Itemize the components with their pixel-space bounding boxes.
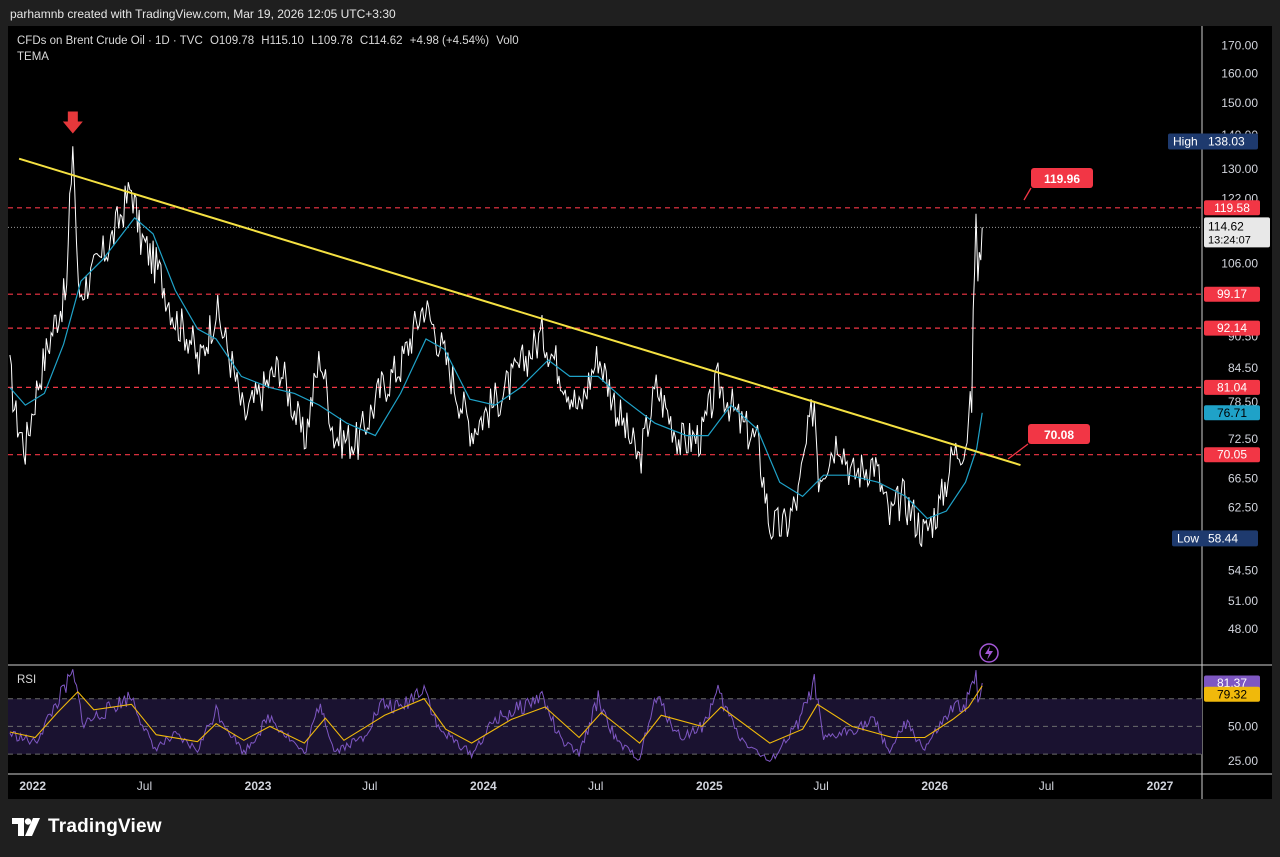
high-tag-bg (1168, 133, 1258, 150)
high-label: High (1173, 135, 1198, 149)
x-tick-label: Jul (362, 779, 377, 793)
legend-symbol[interactable]: CFDs on Brent Crude Oil · 1D · TVC (17, 35, 203, 47)
last-price-value: 114.62 (1208, 219, 1244, 233)
y-tick-label: 51.00 (1228, 594, 1258, 608)
x-tick-label: Jul (813, 779, 828, 793)
legend-indicator[interactable]: TEMA (17, 51, 49, 63)
x-tick-label: 2025 (696, 779, 723, 793)
level-tag-5: 70.05 (1217, 448, 1247, 462)
last-price-tag-bg (1204, 217, 1270, 248)
y-tick-label: 66.50 (1228, 472, 1258, 486)
legend-high: H115.10 (261, 35, 304, 47)
low-tag-bg (1172, 530, 1258, 547)
x-tick-label: 2027 (1147, 779, 1174, 793)
rsi-tick-label: 50.00 (1228, 719, 1258, 733)
level-tag-1: 119.58 (1214, 201, 1250, 215)
callout-low-pointer (1007, 443, 1029, 460)
legend-low: L109.78 (311, 35, 353, 47)
x-tick-label: 2024 (470, 779, 497, 793)
legend-open: O109.78 (209, 35, 255, 47)
rsi-value-tag-bg (1204, 675, 1260, 691)
tema-line[interactable] (9, 217, 983, 520)
y-tick-label: 62.50 (1228, 500, 1258, 514)
x-tick-label: Jul (137, 779, 152, 793)
y-tick-label: 84.50 (1228, 361, 1258, 375)
rsi-panel-label[interactable]: RSI (17, 674, 37, 686)
peak-arrow-icon (62, 111, 83, 134)
top-bar: parhamnb created with TradingView.com, M… (0, 0, 1280, 26)
level-tag-2-bg (1204, 286, 1260, 302)
y-tick-label: 48.00 (1228, 622, 1258, 636)
x-tick-label: 2023 (245, 779, 272, 793)
tema-value-tag: 76.71 (1217, 406, 1247, 420)
rsi-line[interactable] (9, 669, 983, 763)
bar-countdown: 13:24:07 (1208, 234, 1251, 246)
callout-low: 70.08 (1044, 428, 1074, 442)
rsi-ma-tag-bg (1204, 686, 1260, 702)
callout-high-pointer (1023, 187, 1032, 201)
alert-lightning-icon[interactable] (979, 643, 999, 663)
tema-value-tag-bg (1204, 405, 1260, 421)
trendline[interactable] (18, 157, 1021, 466)
rsi-tick-label: 25.00 (1228, 754, 1258, 768)
y-tick-label: 72.50 (1228, 432, 1258, 446)
tradingview-logo[interactable]: TradingView (12, 816, 162, 838)
x-tick-label: Jul (588, 779, 603, 793)
y-tick-label: 160.00 (1221, 66, 1258, 80)
chart-frame[interactable]: 170.00160.00150.00140.00130.00122.00106.… (8, 26, 1272, 799)
y-tick-label: 150.00 (1221, 96, 1258, 110)
tradingview-brand: TradingView (48, 816, 162, 837)
legend-close: C114.62 (359, 35, 403, 47)
x-tick-label: 2026 (921, 779, 948, 793)
rsi-ma-tag: 79.32 (1217, 687, 1247, 701)
x-tick-label: Jul (1039, 779, 1054, 793)
footer-bar: TradingView (0, 799, 1280, 857)
y-tick-label: 130.00 (1221, 162, 1258, 176)
level-tag-4: 81.04 (1217, 380, 1247, 394)
tradingview-logo-icon (12, 818, 40, 836)
chart-legend: CFDs on Brent Crude Oil · 1D · TVC O109.… (17, 33, 523, 65)
high-value: 138.03 (1208, 135, 1245, 149)
legend-change: +4.98 (+4.54%) (409, 35, 490, 47)
y-tick-label: 106.00 (1221, 256, 1258, 270)
rsi-ma-line[interactable] (9, 685, 983, 744)
level-tag-3-bg (1204, 320, 1260, 336)
low-label: Low (1177, 531, 1199, 545)
chart-canvas[interactable]: 170.00160.00150.00140.00130.00122.00106.… (8, 26, 1272, 799)
y-tick-label: 170.00 (1221, 38, 1258, 52)
level-tag-4-bg (1204, 379, 1260, 395)
lightning-glyph (985, 646, 993, 660)
x-tick-label: 2022 (19, 779, 46, 793)
y-tick-label: 54.50 (1228, 564, 1258, 578)
callout-high: 119.96 (1044, 172, 1080, 186)
level-tag-5-bg (1204, 447, 1260, 463)
rsi-value-tag: 81.37 (1217, 676, 1247, 690)
legend-volume: Vol0 (496, 35, 519, 47)
callout-low-bg (1028, 424, 1090, 444)
level-tag-2: 99.17 (1217, 287, 1247, 301)
price-series-line[interactable] (9, 146, 983, 547)
low-value: 58.44 (1208, 531, 1238, 545)
level-tag-3: 92.14 (1217, 321, 1247, 335)
level-tag-1-bg (1204, 200, 1260, 216)
chart-credit: parhamnb created with TradingView.com, M… (10, 7, 396, 21)
callout-high-bg (1031, 168, 1093, 188)
